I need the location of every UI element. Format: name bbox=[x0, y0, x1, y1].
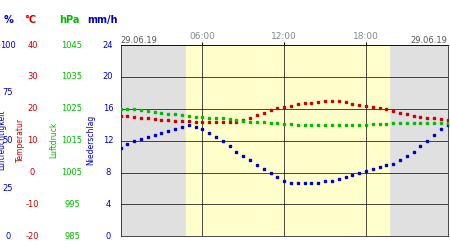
Text: hPa: hPa bbox=[59, 15, 80, 25]
Text: 16: 16 bbox=[103, 104, 113, 113]
Text: 985: 985 bbox=[64, 232, 80, 241]
Text: 29.06.19: 29.06.19 bbox=[411, 36, 448, 45]
Text: -10: -10 bbox=[26, 200, 39, 209]
Text: 8: 8 bbox=[105, 168, 111, 177]
Text: °C: °C bbox=[25, 15, 36, 25]
Text: Luftfeuchtigkeit: Luftfeuchtigkeit bbox=[0, 110, 6, 170]
Text: mm/h: mm/h bbox=[87, 15, 118, 25]
Text: 1025: 1025 bbox=[62, 104, 82, 113]
Text: 50: 50 bbox=[3, 136, 14, 145]
Bar bbox=[186, 45, 389, 236]
Text: 0: 0 bbox=[105, 232, 111, 241]
Text: 12: 12 bbox=[103, 136, 113, 145]
Text: Niederschlag: Niederschlag bbox=[86, 115, 95, 165]
Text: 995: 995 bbox=[64, 200, 80, 209]
Text: 1045: 1045 bbox=[62, 40, 82, 50]
Text: %: % bbox=[3, 15, 13, 25]
Text: 0: 0 bbox=[5, 232, 11, 241]
Text: 10: 10 bbox=[27, 136, 38, 145]
Text: 1005: 1005 bbox=[62, 168, 82, 177]
Text: 25: 25 bbox=[3, 184, 14, 193]
Text: 1015: 1015 bbox=[62, 136, 82, 145]
Text: 4: 4 bbox=[105, 200, 111, 209]
Text: -20: -20 bbox=[26, 232, 39, 241]
Text: 20: 20 bbox=[103, 72, 113, 82]
Text: 100: 100 bbox=[0, 40, 16, 50]
Text: 24: 24 bbox=[103, 40, 113, 50]
Text: Temperatur: Temperatur bbox=[16, 118, 25, 162]
Text: 20: 20 bbox=[27, 104, 38, 113]
Text: 29.06.19: 29.06.19 bbox=[121, 36, 158, 45]
Text: 75: 75 bbox=[3, 88, 14, 97]
Text: 1035: 1035 bbox=[62, 72, 82, 82]
Text: 30: 30 bbox=[27, 72, 38, 82]
Text: Luftdruck: Luftdruck bbox=[50, 122, 58, 158]
Text: 0: 0 bbox=[30, 168, 35, 177]
Text: 40: 40 bbox=[27, 40, 38, 50]
